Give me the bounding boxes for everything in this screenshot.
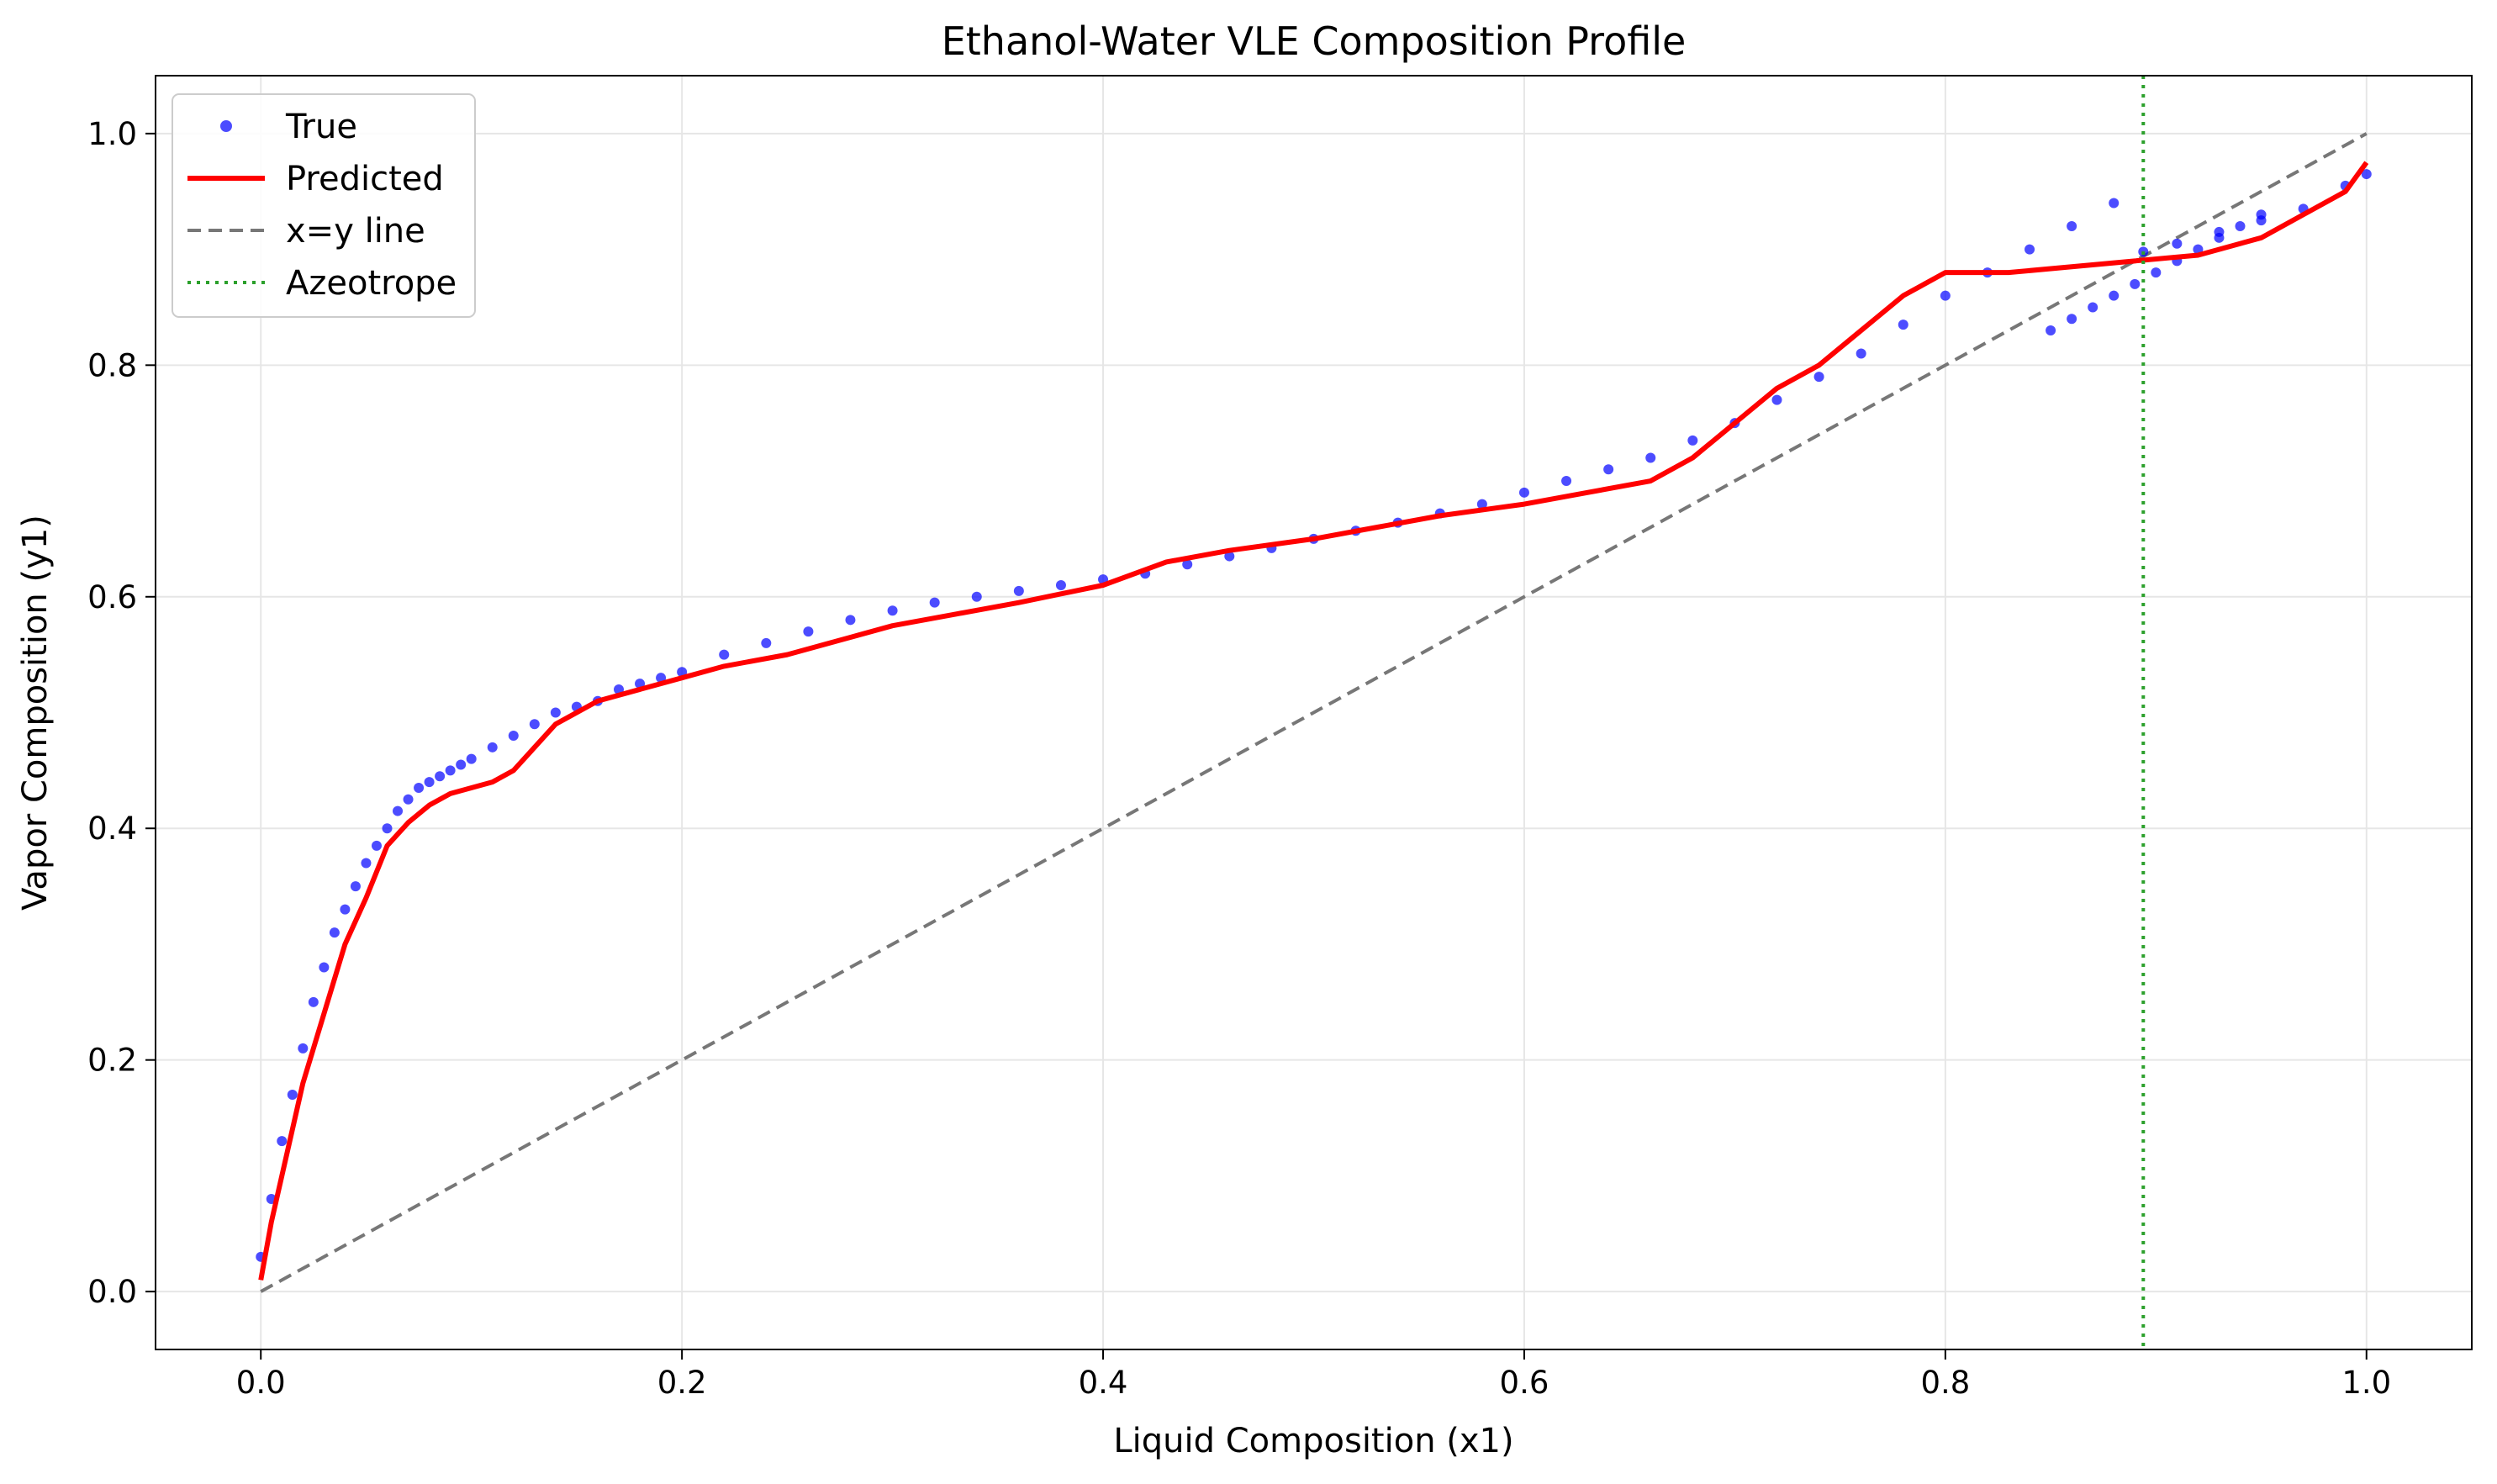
- true-point: [361, 858, 372, 869]
- predicted-line: [258, 161, 2369, 1281]
- axis-ticks: 0.0 0.2 0.4 0.6 0.8 1.0 0.0 0.2 0.4 0.6 0.8 1.0: [87, 116, 2391, 1401]
- true-point: [529, 719, 540, 730]
- y-tick-label: 0.6: [87, 579, 137, 615]
- true-point: [2361, 169, 2372, 180]
- y-tick-label: 0.2: [87, 1043, 137, 1079]
- true-point: [2172, 238, 2183, 249]
- true-point: [319, 962, 330, 973]
- legend-label: x=y line: [286, 212, 425, 251]
- true-point: [287, 1090, 298, 1100]
- legend-label: True: [285, 108, 357, 146]
- true-point: [1055, 580, 1066, 590]
- true-point: [329, 927, 340, 938]
- x-tick-label: 0.4: [1079, 1365, 1128, 1401]
- true-point: [456, 759, 467, 770]
- y-tick-label: 0.8: [87, 347, 137, 383]
- legend-box: [172, 93, 476, 318]
- x-tick-label: 0.8: [1920, 1365, 1970, 1401]
- true-point: [382, 823, 393, 834]
- true-point: [403, 794, 414, 805]
- true-point: [308, 996, 319, 1007]
- diagonal-line: [260, 132, 2368, 1293]
- true-point: [1561, 476, 1572, 487]
- true-point: [393, 805, 404, 816]
- true-point: [929, 597, 940, 608]
- true-point: [2109, 198, 2120, 209]
- true-point: [1687, 435, 1698, 446]
- true-point: [340, 904, 351, 915]
- plot-frame: [155, 75, 2473, 1350]
- true-point: [1813, 372, 1824, 383]
- true-point: [508, 731, 519, 742]
- true-point: [350, 881, 361, 892]
- true-point: [2214, 232, 2225, 243]
- true-point: [1603, 464, 1614, 475]
- true-point: [2088, 302, 2098, 313]
- y-tick-label: 0.0: [87, 1274, 137, 1310]
- legend-label: Azeotrope: [286, 264, 457, 303]
- true-point: [414, 783, 425, 794]
- true-point: [2025, 244, 2035, 255]
- true-point: [719, 649, 730, 660]
- true-point: [803, 626, 814, 637]
- y-axis-label: Vapor Composition (y1): [16, 515, 55, 911]
- true-point: [2130, 278, 2141, 289]
- true-point: [1518, 487, 1529, 498]
- data-series: [256, 76, 2372, 1349]
- true-point: [2235, 221, 2246, 232]
- true-point: [1182, 559, 1193, 570]
- true-point: [971, 591, 982, 602]
- true-point: [887, 605, 898, 616]
- x-tick-label: 1.0: [2341, 1365, 2391, 1401]
- true-point: [2151, 267, 2162, 278]
- gridlines: [156, 76, 2472, 1349]
- true-point: [1013, 585, 1024, 596]
- legend-label: Predicted: [286, 160, 444, 198]
- true-point: [761, 637, 772, 648]
- true-point: [2067, 314, 2077, 325]
- chart-title: Ethanol-Water VLE Composition Profile: [942, 18, 1687, 64]
- true-point: [1940, 290, 1951, 301]
- true-point: [466, 753, 477, 764]
- true-point: [487, 742, 498, 753]
- true-point: [445, 765, 456, 776]
- true-point: [1771, 394, 1782, 405]
- true-point: [277, 1136, 288, 1147]
- true-point: [2046, 325, 2056, 335]
- true-point: [1856, 348, 1866, 359]
- y-tick-label: 1.0: [87, 116, 137, 152]
- true-point: [845, 615, 856, 626]
- true-point: [298, 1043, 309, 1054]
- x-tick-label: 0.6: [1500, 1365, 1549, 1401]
- true-point: [1224, 551, 1235, 562]
- legend: True Predicted x=y line Azeotrope: [172, 93, 476, 318]
- true-point: [2109, 290, 2120, 301]
- x-axis-label: Liquid Composition (x1): [1113, 1422, 1513, 1460]
- legend-true-marker: [220, 120, 232, 132]
- true-point: [435, 771, 446, 782]
- x-tick-label: 0.0: [236, 1365, 286, 1401]
- true-point: [2256, 209, 2267, 220]
- y-tick-label: 0.4: [87, 811, 137, 847]
- true-point: [371, 840, 382, 851]
- true-point: [1645, 452, 1656, 463]
- true-point: [2067, 221, 2077, 232]
- true-point: [424, 777, 435, 788]
- true-point: [1898, 320, 1908, 330]
- true-point: [1476, 499, 1487, 510]
- x-tick-label: 0.2: [657, 1365, 707, 1401]
- true-point: [550, 707, 561, 718]
